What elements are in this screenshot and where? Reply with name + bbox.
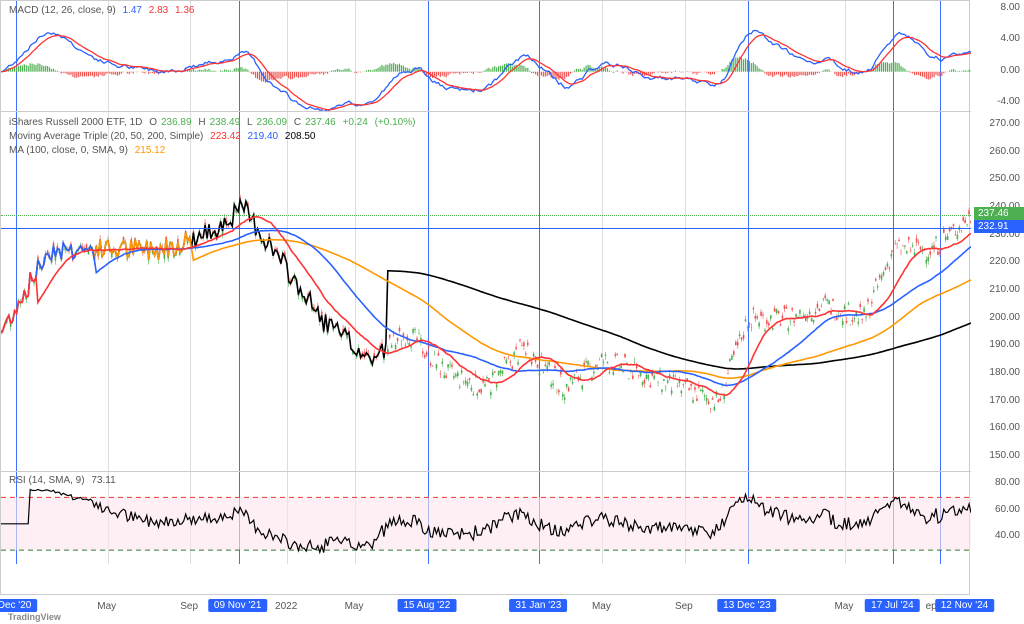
y-tick-label: 190.00	[989, 339, 1020, 350]
ticker-label: iShares Russell 2000 ETF, 1D	[9, 117, 142, 128]
horizontal-price-line	[1, 228, 971, 229]
ohlc-open: 236.89	[161, 117, 192, 128]
ohlc-change: +0.24	[343, 117, 368, 128]
ma-triple-label: Moving Average Triple (20, 50, 200, Simp…	[9, 131, 203, 142]
macd-legend: MACD (12, 26, close, 9) 1.47 2.83 1.36	[9, 5, 198, 16]
y-tick-label: 0.00	[1001, 65, 1020, 76]
chart-container: MACD (12, 26, close, 9) 1.47 2.83 1.36 i…	[0, 0, 970, 595]
current-price-line	[1, 215, 971, 216]
ohlc-high: 238.49	[210, 117, 241, 128]
x-tick-label: May	[345, 601, 364, 612]
y-axis: 8.004.000.00-4.00270.00260.00250.00240.0…	[970, 0, 1024, 595]
ma100-label: MA (100, close, 0, SMA, 9)	[9, 145, 128, 156]
ohlc-close: 237.46	[305, 117, 336, 128]
x-tick-label: 13 Dec '23	[717, 599, 777, 612]
ma50-value: 219.40	[248, 131, 279, 142]
y-tick-label: 80.00	[995, 477, 1020, 488]
x-axis: Dec '20 May Sep 09 Nov '21 2022 May 15 Aug '22…	[0, 594, 970, 612]
y-tick-label: 270.00	[989, 118, 1020, 129]
current-date-tag: 12 Nov '24	[935, 599, 995, 612]
rsi-value: 73.11	[91, 475, 115, 486]
rsi-label: RSI (14, SMA, 9)	[9, 475, 85, 486]
x-tick-label: Sep	[675, 601, 693, 612]
y-tick-label: 8.00	[1001, 2, 1020, 13]
y-tick-label: 260.00	[989, 146, 1020, 157]
y-tick-label: 150.00	[989, 450, 1020, 461]
y-tick-label: 200.00	[989, 312, 1020, 323]
ma20-value: 223.42	[210, 131, 241, 142]
x-tick-label: May	[592, 601, 611, 612]
macd-value-3: 1.36	[175, 5, 194, 16]
x-tick-label: 09 Nov '21	[208, 599, 268, 612]
x-tick-label: May	[97, 601, 116, 612]
y-tick-label: -4.00	[997, 96, 1020, 107]
y-tick-label: 210.00	[989, 284, 1020, 295]
ma-triple-legend: Moving Average Triple (20, 50, 200, Simp…	[9, 131, 320, 142]
x-tick-label: 17 Jul '24	[865, 599, 920, 612]
x-tick-label: Sep	[180, 601, 198, 612]
x-tick-label: 2022	[275, 601, 297, 612]
y-tick-label: 170.00	[989, 395, 1020, 406]
tradingview-watermark: TradingView	[8, 612, 61, 622]
x-tick-label: Dec '20	[0, 599, 37, 612]
ma100-value: 215.12	[135, 145, 166, 156]
x-tick-label: May	[834, 601, 853, 612]
rsi-legend: RSI (14, SMA, 9) 73.11	[9, 475, 120, 486]
y-tick-label: 60.00	[995, 504, 1020, 515]
macd-label: MACD (12, 26, close, 9)	[9, 5, 116, 16]
macd-value-1: 1.47	[123, 5, 142, 16]
y-tick-label: 250.00	[989, 173, 1020, 184]
x-tick-label: 31 Jan '23	[509, 599, 567, 612]
y-tick-label: 160.00	[989, 422, 1020, 433]
ma100-legend: MA (100, close, 0, SMA, 9) 215.12	[9, 145, 169, 156]
macd-value-2: 2.83	[149, 5, 168, 16]
y-tick-label: 180.00	[989, 367, 1020, 378]
y-tick-label: 4.00	[1001, 33, 1020, 44]
price-title-legend: iShares Russell 2000 ETF, 1D O236.89 H23…	[9, 117, 419, 128]
ma200-value: 208.50	[285, 131, 316, 142]
current-price-tag: 237.46	[974, 207, 1024, 220]
rsi-panel	[1, 1, 971, 566]
x-tick-label: 15 Aug '22	[397, 599, 456, 612]
y-tick-label: 220.00	[989, 256, 1020, 267]
ohlc-low: 236.09	[257, 117, 288, 128]
line-price-tag: 232.91	[974, 220, 1024, 233]
ohlc-pct: (+0.10%)	[375, 117, 416, 128]
y-tick-label: 40.00	[995, 530, 1020, 541]
